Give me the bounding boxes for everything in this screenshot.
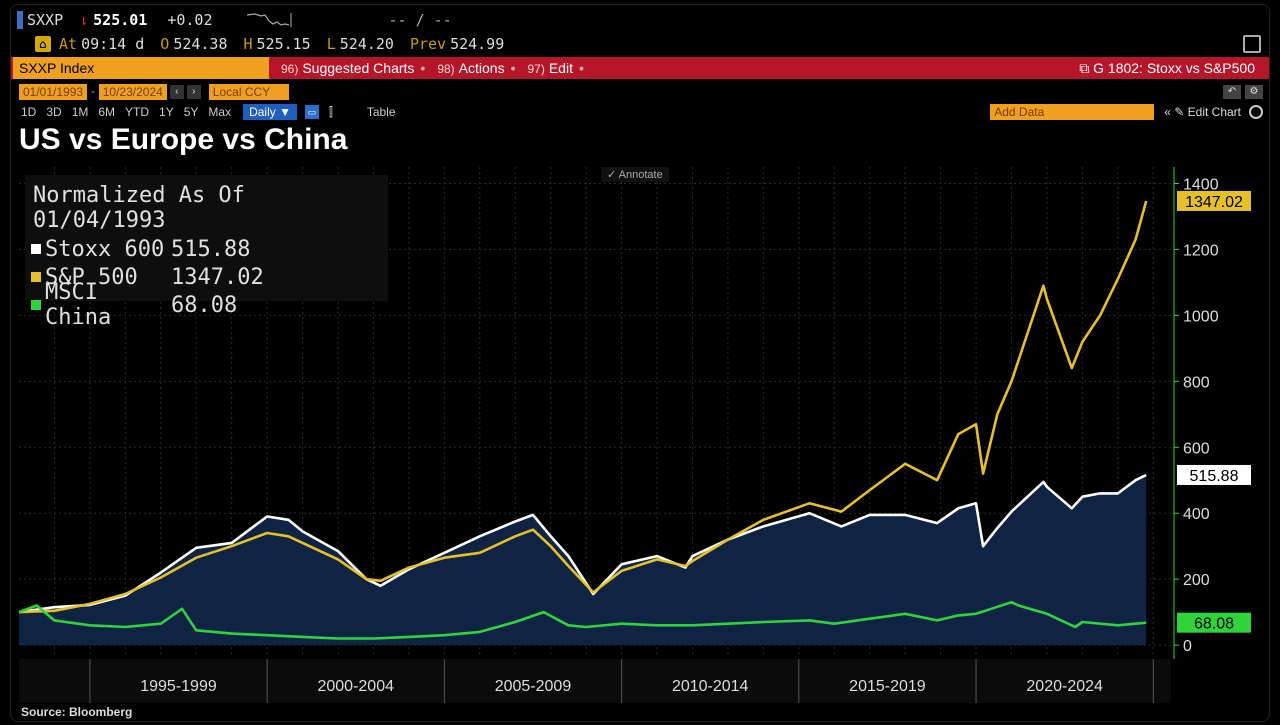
range-1d[interactable]: 1D <box>21 105 37 119</box>
legend-item-sp500: S&P 500 1347.02 <box>31 263 388 291</box>
range-1y[interactable]: 1Y <box>159 105 174 119</box>
range-ytd[interactable]: YTD <box>125 105 150 119</box>
prev-value: 524.99 <box>450 35 505 53</box>
bar-type-icon[interactable]: ⫿ <box>328 104 333 119</box>
time-value: 09:14 d <box>81 35 145 53</box>
last-value-label: 68.08 <box>1194 616 1234 633</box>
range-6m[interactable]: 6M <box>98 105 116 119</box>
legend-header: Normalized As Of 01/04/1993 <box>33 183 245 233</box>
x-tick-label: 2020-2024 <box>1026 678 1103 695</box>
action-bar: SXXP Index 96) Suggested Charts • 98) Actio… <box>11 57 1269 79</box>
actions-menu[interactable]: 98) Actions • <box>437 60 516 76</box>
series-line <box>18 473 1147 614</box>
suggested-charts-menu[interactable]: 96) Suggested Charts • <box>281 60 426 76</box>
prev-period-button[interactable]: ‹ <box>169 85 184 99</box>
y-tick-label: 800 <box>1183 374 1210 391</box>
high-label: H <box>243 35 253 53</box>
date-separator: - <box>91 86 95 98</box>
range-max[interactable]: Max <box>208 105 232 119</box>
y-tick-label: 200 <box>1183 572 1210 589</box>
terminal-window: SXXP ⇂ 525.01 +0.02 -- / -- ⌂ At 09:14 d … <box>10 4 1270 722</box>
ohlc-row: ⌂ At 09:14 d O 524.38 H 525.15 L 524.20 … <box>11 33 1269 55</box>
currency-field[interactable]: Local CCY <box>208 84 289 100</box>
legend-swatch <box>31 244 41 254</box>
x-tick-label: 2000-2004 <box>317 678 394 695</box>
security-field[interactable]: SXXP Index <box>13 57 269 79</box>
legend-name: MSCI China <box>45 280 112 330</box>
legend-swatch <box>31 272 41 282</box>
legend-item-china: MSCI China 68.08 <box>31 280 388 330</box>
legend-value: 68.08 <box>171 292 238 318</box>
end-date-field[interactable]: 10/23/2024 <box>98 84 167 100</box>
last-price: ⇂ 525.01 <box>79 11 147 29</box>
start-date-field[interactable]: 01/01/1993 <box>19 84 88 100</box>
y-tick-label: 1400 <box>1183 176 1219 193</box>
series-line <box>18 200 1148 614</box>
time-label: At <box>59 35 78 53</box>
last-value-tag <box>1177 612 1251 633</box>
y-tick-label: 600 <box>1183 440 1210 457</box>
price-change: +0.02 <box>167 11 213 29</box>
y-tick-label: 0 <box>1183 638 1192 655</box>
chart-name[interactable]: ⧉ G 1802: Stoxx vs S&P500 <box>1079 59 1255 76</box>
ticker-symbol: SXXP <box>27 11 64 29</box>
prev-label: Prev <box>409 35 447 53</box>
x-tick-label: 2010-2014 <box>672 678 749 695</box>
last-value-tag <box>1177 464 1251 485</box>
range-1m[interactable]: 1M <box>71 105 89 119</box>
low-value: 524.20 <box>339 35 394 53</box>
ticker-tab[interactable] <box>17 11 23 29</box>
down-arrow-icon: ⇂ <box>79 11 89 29</box>
annotate-button[interactable]: ✓ Annotate <box>601 167 669 182</box>
legend-value: 515.88 <box>171 236 251 262</box>
chart-svg: 0 200 400 600 800 1000 1200 1400 1995-1999 2000-2… <box>18 167 1251 703</box>
open-value: 524.38 <box>173 35 228 53</box>
series-line <box>18 600 1147 640</box>
range-5y[interactable]: 5Y <box>183 105 199 119</box>
sparkline-icon <box>246 13 291 27</box>
edit-menu[interactable]: 97) Edit • <box>527 60 584 76</box>
last-value-label: 1347.02 <box>1185 194 1243 211</box>
undo-icon[interactable]: ↶ <box>1223 85 1241 99</box>
add-data-field[interactable]: Add Data <box>990 104 1155 120</box>
table-button[interactable]: Table <box>366 105 396 119</box>
y-tick-label: 1000 <box>1183 308 1219 325</box>
chart-title: US vs Europe vs China <box>19 123 348 156</box>
x-tick-label: 1995-1999 <box>140 678 217 695</box>
ticker-row: SXXP ⇂ 525.01 +0.02 -- / -- <box>11 9 1269 31</box>
frequency-dropdown[interactable]: Daily ▼ <box>243 104 297 120</box>
window-buttons: ↶ ⚙ <box>1223 85 1263 99</box>
settings-icon[interactable]: ⚙ <box>1245 85 1263 99</box>
range-row: 1D 3D 1M 6M YTD 1Y 5Y Max Daily ▼ ▭ ⫿ Ta… <box>11 103 1269 121</box>
last-price-value: 525.01 <box>93 11 148 29</box>
high-value: 525.15 <box>256 35 311 53</box>
copy-icon[interactable] <box>1243 35 1261 53</box>
last-value-tag <box>1177 190 1251 211</box>
range-3d[interactable]: 3D <box>46 105 62 119</box>
source-note: Source: Bloomberg <box>21 705 133 719</box>
legend-value: 1347.02 <box>171 264 264 290</box>
last-value-label: 515.88 <box>1190 468 1239 485</box>
edit-chart-button[interactable]: « ✎ Edit Chart <box>1164 105 1241 119</box>
next-period-button[interactable]: › <box>186 85 201 99</box>
gear-icon[interactable] <box>1249 105 1263 119</box>
alert-icon[interactable]: ⌂ <box>35 36 51 52</box>
legend-item-stoxx: Stoxx 600 515.88 <box>31 235 388 263</box>
chart-type-icon[interactable]: ▭ <box>304 105 319 119</box>
x-tick-label: 2005-2009 <box>495 678 572 695</box>
y-tick-label: 400 <box>1183 506 1210 523</box>
x-tick-label: 2015-2019 <box>849 678 926 695</box>
bid-ask: -- / -- <box>388 11 452 29</box>
date-row: 01/01/1993 - 10/23/2024 ‹ › Local CCY ↶ … <box>11 83 1269 101</box>
low-label: L <box>326 35 336 53</box>
x-axis-band <box>19 659 1171 703</box>
legend: Normalized As Of 01/04/1993 Stoxx 600 51… <box>25 175 388 330</box>
open-label: O <box>160 35 170 53</box>
legend-name: Stoxx 600 <box>45 236 165 262</box>
y-tick-label: 1200 <box>1183 242 1219 259</box>
legend-swatch <box>31 300 41 310</box>
legend-name: S&P 500 <box>45 264 138 290</box>
